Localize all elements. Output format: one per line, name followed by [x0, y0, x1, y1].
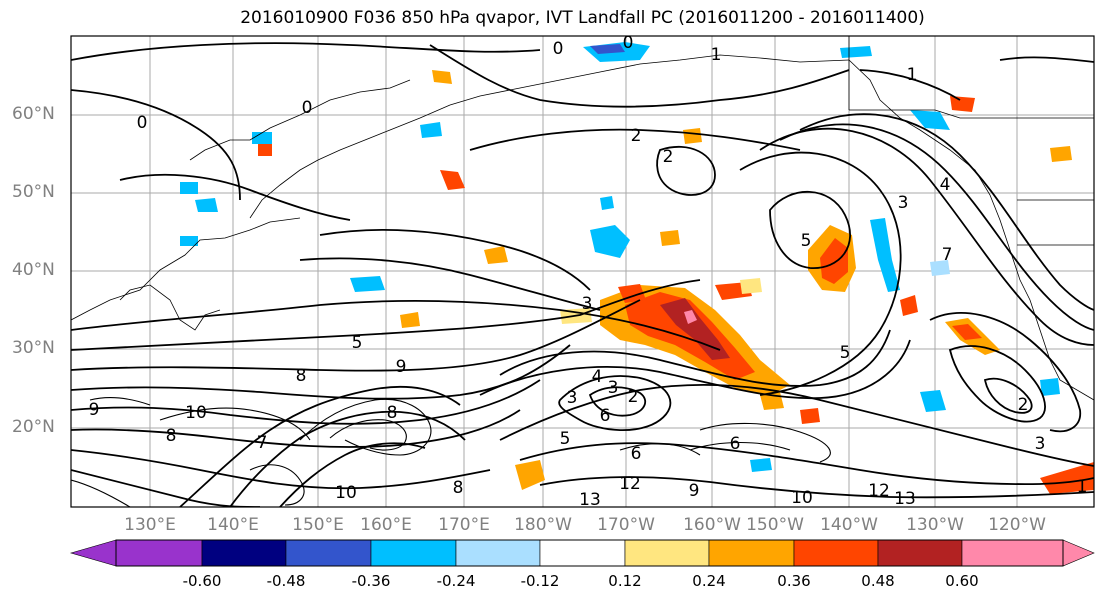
contour-label: 1	[907, 65, 918, 85]
colorbar-segment	[961, 539, 1064, 567]
colorbar-tick-label: -0.36	[351, 572, 391, 590]
contour-label: 9	[689, 481, 700, 501]
contour-label: 3	[898, 193, 909, 213]
contour-label: 13	[579, 490, 601, 510]
contour-label: 7	[257, 433, 268, 453]
contour-label: 2	[631, 126, 642, 146]
colorbar-segment	[877, 539, 963, 567]
lon-label: 120°W	[988, 515, 1046, 535]
contour-label: 3	[567, 388, 578, 408]
contour-label: 12	[868, 481, 890, 501]
lon-label: 160°E	[360, 515, 412, 535]
contour-label: 3	[1035, 434, 1046, 454]
contour-label: 5	[801, 231, 812, 251]
contour-label: 8	[387, 403, 398, 423]
contour-label: 2	[628, 387, 639, 407]
contour-label: 0	[623, 33, 634, 53]
lon-label: 140°W	[820, 515, 878, 535]
contour-label: 8	[166, 426, 177, 446]
contour-lines-thin	[71, 396, 831, 507]
contour-label: 8	[296, 366, 307, 386]
contour-label: 1	[711, 45, 722, 65]
colorbar-tick-label: 0.60	[945, 572, 979, 590]
contour-label: 1	[1077, 477, 1088, 497]
colorbar-segment	[370, 539, 457, 567]
colorbar-tick-label: 0.24	[692, 572, 726, 590]
colorbar-tick-label: 0.12	[608, 572, 642, 590]
lat-label-60n: 60°N	[12, 104, 55, 124]
contour-label: 12	[619, 474, 641, 494]
contour-label: 4	[592, 367, 603, 387]
lon-label: 150°E	[292, 515, 344, 535]
contour-label: 10	[335, 483, 357, 503]
map-title: 2016010900 F036 850 hPa qvapor, IVT Land…	[240, 8, 925, 28]
negative-anomaly-shading	[180, 42, 1060, 472]
contour-label: 9	[89, 400, 100, 420]
colorbar-segment	[539, 539, 626, 567]
colorbar-tick-label: 0.48	[861, 572, 895, 590]
lat-label-20n: 20°N	[12, 417, 55, 437]
contour-lines	[71, 42, 1094, 507]
colorbar-tick-label: -0.48	[266, 572, 306, 590]
contour-label: 2	[1018, 395, 1029, 415]
contour-label: 3	[608, 378, 619, 398]
colorbar-segment	[455, 539, 541, 567]
contour-label: 6	[730, 434, 741, 454]
contour-label: 3	[582, 294, 593, 314]
lat-label-50n: 50°N	[12, 182, 55, 202]
colorbar-tick-label: -0.60	[182, 572, 222, 590]
colorbar-extend-min	[69, 539, 117, 567]
colorbar-tick-label: -0.12	[520, 572, 560, 590]
colorbar-tick-label: 0.36	[777, 572, 811, 590]
contour-label: 5	[560, 429, 571, 449]
contour-label: 10	[185, 403, 207, 423]
lon-label: 160°W	[683, 515, 741, 535]
colorbar	[69, 539, 1095, 567]
lat-label-40n: 40°N	[12, 260, 55, 280]
contour-label: 0	[137, 113, 148, 133]
colorbar-segment	[793, 539, 879, 567]
colorbar-extend-max	[1062, 539, 1095, 567]
colorbar-tick-label: -0.24	[436, 572, 476, 590]
lon-label: 140°E	[207, 515, 259, 535]
map-plot: 0 0 1 1 0 0 2 2 3 4 5 3 5 5 7 9 8 10 9 1…	[70, 33, 1095, 510]
contour-label: 6	[631, 444, 642, 464]
contour-label: 6	[600, 406, 611, 426]
colorbar-segment	[708, 539, 795, 567]
lat-label-30n: 30°N	[12, 338, 55, 358]
colorbar-segment	[285, 539, 372, 567]
contour-label: 0	[302, 98, 313, 118]
lon-label: 130°W	[906, 515, 964, 535]
contour-label: 13	[894, 489, 916, 509]
contour-label: 5	[840, 343, 851, 363]
lon-label: 170°W	[597, 515, 655, 535]
contour-label: 9	[396, 357, 407, 377]
lon-label: 130°E	[124, 515, 176, 535]
contour-label: 8	[453, 478, 464, 498]
lon-label: 150°W	[746, 515, 804, 535]
colorbar-segment	[624, 539, 710, 567]
contour-label: 5	[352, 333, 363, 353]
contour-label: 2	[663, 147, 674, 167]
contour-label: 4	[940, 175, 951, 195]
colorbar-segment	[201, 539, 287, 567]
colorbar-segment	[115, 539, 203, 567]
lon-label: 170°E	[438, 515, 490, 535]
contour-label: 7	[942, 245, 953, 265]
contour-label: 0	[553, 39, 564, 59]
lon-label: 180°W	[514, 515, 572, 535]
contour-label: 10	[791, 488, 813, 508]
